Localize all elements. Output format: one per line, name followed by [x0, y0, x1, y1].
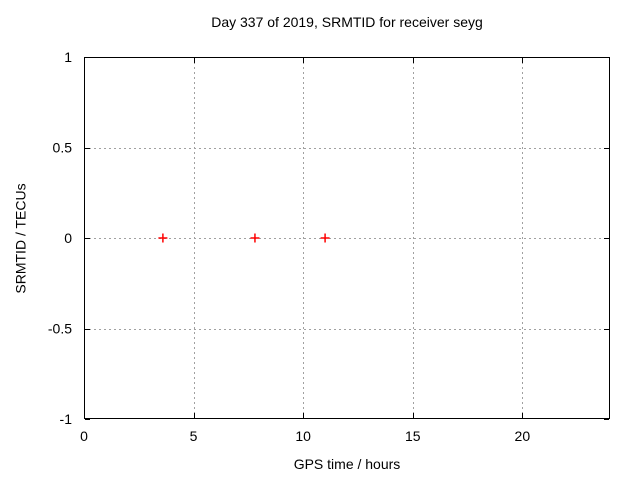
y-axis-label: SRMTID / TECUs [12, 183, 29, 294]
y-tick-label: -0.5 [48, 321, 72, 337]
y-tick-label: 0 [64, 230, 72, 246]
y-tick-label: 0.5 [53, 140, 73, 156]
plot-border [84, 57, 610, 419]
x-tick-label: 15 [405, 428, 421, 444]
x-tick-label: 0 [80, 428, 88, 444]
chart-title: Day 337 of 2019, SRMTID for receiver sey… [211, 14, 483, 30]
x-tick-label: 20 [515, 428, 531, 444]
x-tick-label: 10 [295, 428, 311, 444]
y-tick-label: -1 [60, 411, 73, 427]
y-tick-label: 1 [64, 49, 72, 65]
x-tick-label: 5 [190, 428, 198, 444]
x-axis-label: GPS time / hours [293, 456, 401, 472]
